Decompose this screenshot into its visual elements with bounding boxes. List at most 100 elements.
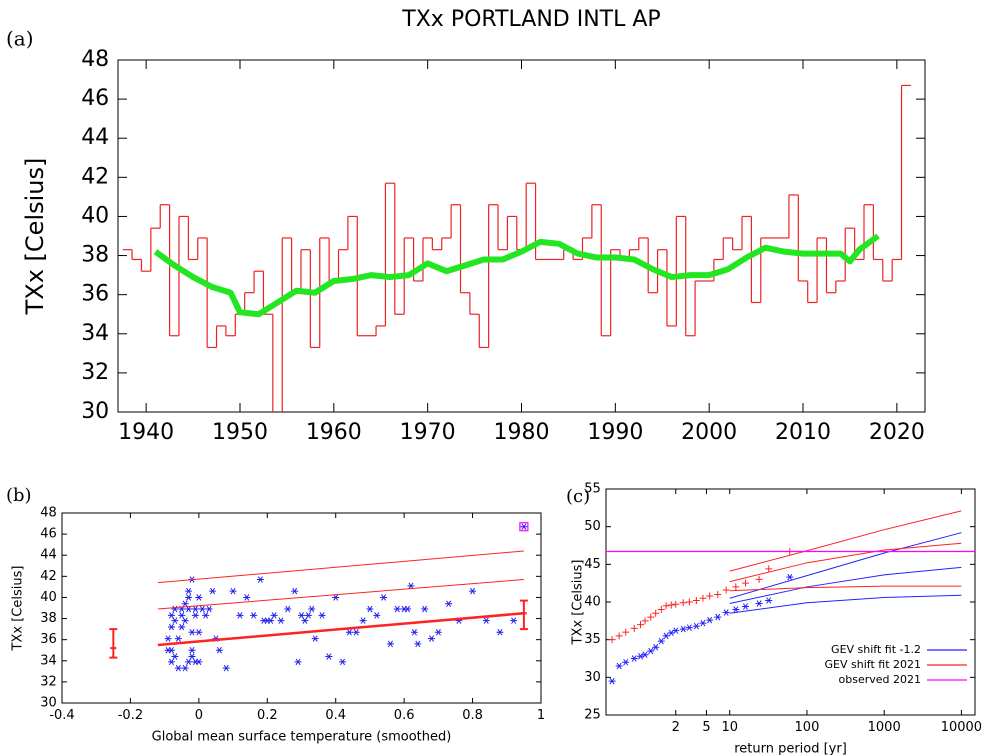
point (188, 653, 196, 660)
point (345, 629, 353, 636)
point (215, 646, 223, 654)
point (741, 579, 749, 587)
fit-curve (729, 594, 962, 614)
scatter-series (157, 523, 528, 718)
y-tick-label: 35 (584, 632, 601, 647)
point (311, 635, 319, 642)
point (706, 592, 714, 600)
point (332, 594, 340, 601)
point (188, 629, 196, 636)
point (386, 640, 394, 648)
point (188, 646, 196, 654)
y-tick-label: 40 (81, 203, 109, 228)
x-tick-label: 1960 (306, 420, 362, 445)
fit-curve (729, 566, 962, 604)
x-tick-label: 0.6 (394, 708, 415, 723)
fit-curve (729, 532, 962, 599)
x-tick-label: -0.4 (49, 708, 74, 723)
point (339, 658, 347, 666)
point (608, 636, 616, 644)
y-tick-label: 40 (40, 590, 57, 605)
x-tick-label: 0.2 (257, 708, 278, 723)
y-tick-label: 48 (40, 506, 57, 521)
point (657, 637, 665, 645)
point (722, 586, 730, 594)
point (181, 664, 189, 672)
point (174, 635, 182, 642)
point (222, 664, 230, 672)
x-tick-label: -0.2 (118, 708, 143, 723)
point (195, 594, 203, 601)
point (198, 605, 206, 613)
point (298, 612, 305, 619)
point (393, 605, 401, 613)
y-tick-label: 34 (40, 653, 57, 668)
y-tick-label: 40 (584, 595, 601, 610)
plot-frame (117, 59, 926, 413)
chart-title: TXx PORTLAND INTL AP (401, 7, 660, 32)
fit-curve (729, 585, 962, 592)
point (641, 651, 649, 658)
x-tick-label: 10000 (941, 720, 982, 735)
y-axis-label: TXx [Celsius] (11, 566, 26, 652)
point (685, 624, 693, 631)
y-axis-label: TXx [Celsius] (571, 560, 586, 646)
y-tick-label: 25 (584, 708, 601, 723)
point (373, 612, 381, 619)
point (167, 612, 175, 619)
y-tick-label: 44 (81, 125, 109, 150)
x-tick-label: 0 (195, 708, 203, 723)
point (652, 643, 660, 651)
point (277, 617, 285, 624)
point (171, 653, 179, 660)
y-axis-label: TXx [Celsius] (21, 158, 49, 316)
point (178, 623, 186, 631)
point (428, 635, 436, 642)
point (291, 587, 299, 595)
point (236, 612, 244, 619)
y-tick-label: 30 (584, 670, 601, 685)
point (304, 612, 312, 619)
y-tick-label: 55 (584, 482, 601, 497)
point (662, 632, 670, 640)
point (714, 590, 722, 598)
x-tick-label: 10 (721, 720, 738, 735)
y-tick-label: 36 (40, 632, 57, 647)
y-tick-label: 42 (40, 569, 57, 584)
point (171, 712, 178, 718)
point (482, 617, 490, 624)
x-tick-label: 0.8 (462, 708, 483, 723)
point (167, 623, 175, 631)
y-tick-label: 32 (40, 674, 57, 689)
point (256, 576, 264, 583)
point (637, 621, 645, 629)
point (652, 609, 660, 617)
point (410, 629, 418, 636)
point (185, 658, 193, 666)
point (615, 662, 623, 670)
point (692, 596, 700, 604)
point (181, 617, 189, 624)
point (191, 612, 199, 619)
fit-line (157, 612, 525, 647)
y-tick-label: 42 (81, 164, 109, 189)
point (637, 652, 645, 660)
point (181, 600, 189, 608)
point (722, 609, 730, 616)
point (510, 617, 518, 624)
point (301, 617, 309, 624)
point (434, 629, 442, 636)
point (202, 612, 210, 619)
legend-label: GEV shift fit 2021 (825, 658, 921, 671)
y-tick-label: 30 (40, 696, 57, 711)
point (755, 600, 763, 607)
point (667, 601, 675, 609)
step-riser (131, 85, 903, 412)
point (171, 617, 179, 624)
point (685, 598, 693, 606)
point (195, 629, 203, 636)
y-tick-label: 30 (81, 399, 109, 424)
point (421, 605, 429, 613)
point (469, 587, 477, 595)
